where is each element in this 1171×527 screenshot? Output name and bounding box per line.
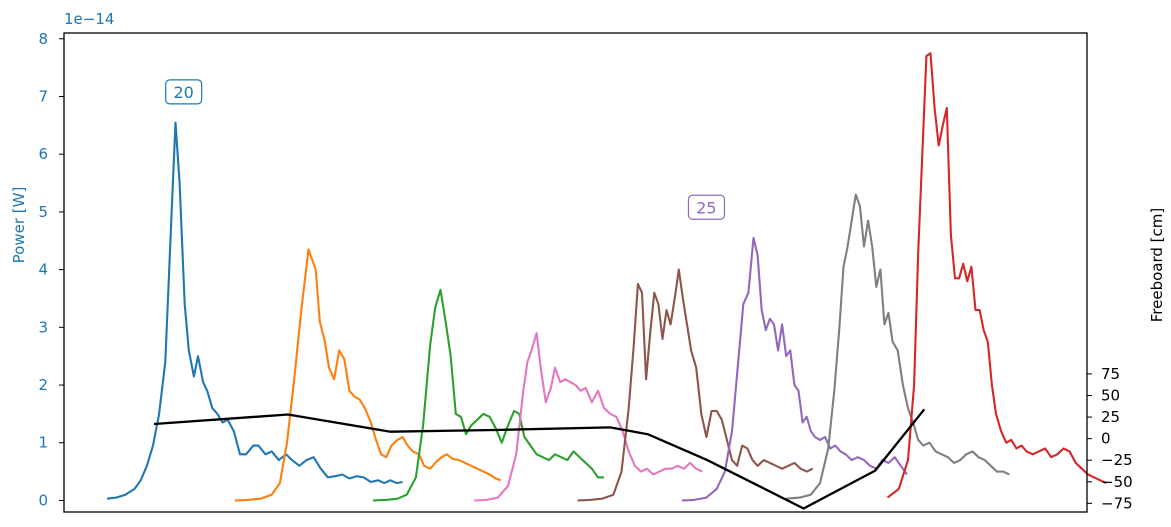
y2-axis-title: Freeboard [cm]	[1148, 208, 1166, 322]
annotation-box-2	[687, 194, 726, 220]
y2-tick-label: 25	[1101, 408, 1120, 426]
power-series-5	[577, 268, 814, 502]
power-series-6	[681, 236, 908, 502]
y-tick-label: 8	[38, 30, 48, 48]
annotation-box-1	[165, 79, 203, 105]
y2-tick-label: 50	[1101, 386, 1120, 404]
y-tick-label: 1	[38, 434, 48, 452]
series-layer	[106, 52, 1107, 502]
power-series-8	[886, 52, 1107, 499]
y-tick-label: 4	[38, 261, 48, 279]
y-tick-label: 2	[38, 376, 48, 394]
power-series-3	[372, 288, 605, 502]
power-series-4	[474, 332, 703, 502]
y-tick-label: 7	[38, 87, 48, 105]
y2-tick-label: −50	[1101, 473, 1133, 491]
y2-tick-label: 0	[1101, 430, 1111, 448]
power-series-2	[234, 248, 502, 502]
power-series-7	[786, 193, 1010, 500]
y2-tick-label: −75	[1101, 494, 1133, 512]
y-tick-label: 0	[38, 491, 48, 509]
annotation-label-2: 25	[696, 198, 716, 217]
right-axis: −75 −50 −25 0 25 50 75	[1087, 365, 1133, 512]
freeboard-line	[153, 408, 926, 510]
power-series-1	[106, 121, 403, 500]
freeboard-layer	[153, 408, 926, 510]
left-axis: 0 1 2 3 4 5 6 7 8	[38, 30, 64, 509]
y-tick-label: 5	[38, 203, 48, 221]
y2-tick-label: −25	[1101, 451, 1133, 469]
plot-frame	[63, 32, 1088, 513]
y-offset-label: 1e−14	[64, 10, 114, 28]
y2-tick-label: 75	[1101, 365, 1120, 383]
y-tick-label: 6	[38, 145, 48, 163]
y-axis-title: Power [W]	[10, 187, 28, 264]
y-tick-label: 3	[38, 318, 48, 336]
annotation-label-1: 20	[174, 83, 194, 102]
